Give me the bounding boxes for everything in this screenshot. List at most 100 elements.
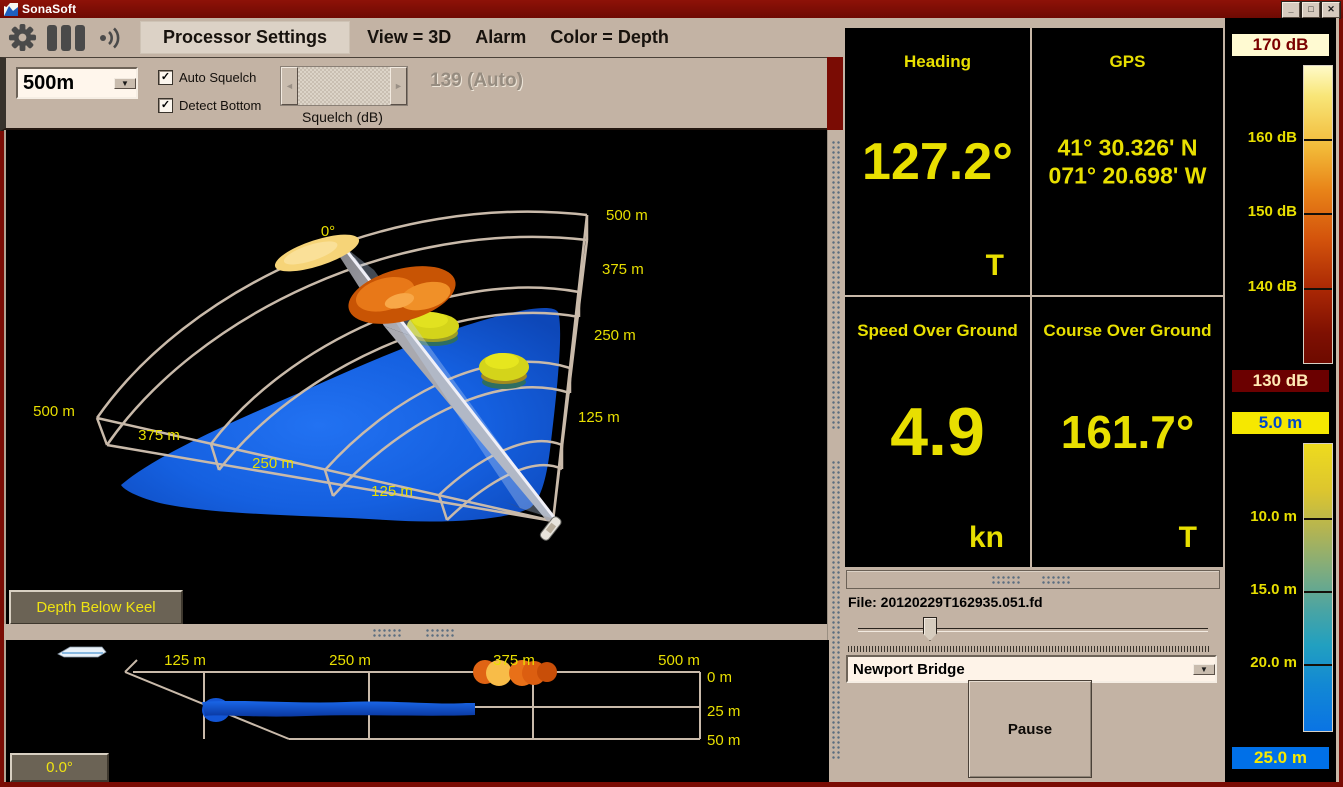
color-scales-panel: 170 dB 160 dB 150 dB 140 dB 130 dB 5.0 m… xyxy=(1225,18,1339,782)
depth-tick-mark xyxy=(1304,518,1332,520)
transmit-icon[interactable] xyxy=(99,27,125,49)
profile-surface-targets xyxy=(473,660,557,686)
chevron-down-icon[interactable]: ▼ xyxy=(114,77,136,89)
ownship-profile-icon xyxy=(57,646,107,658)
title-bar[interactable]: SonaSoft _ □ ✕ xyxy=(0,0,1343,19)
vertical-splitter[interactable] xyxy=(827,130,844,782)
heading-display: Heading 127.2° T xyxy=(845,28,1030,295)
playback-slider-track[interactable] xyxy=(858,628,1208,632)
auto-squelch-checkbox[interactable]: ✓ xyxy=(158,70,173,85)
detect-bottom-label: Detect Bottom xyxy=(179,98,262,113)
profile-range-375: 375 m xyxy=(493,652,535,669)
depth-max-label: 25.0 m xyxy=(1232,747,1329,769)
cog-title: Course Over Ground xyxy=(1043,321,1212,340)
depth-tick-10: 10.0 m xyxy=(1250,508,1297,525)
auto-squelch-row: ✓ Auto Squelch xyxy=(158,70,256,85)
surface-target-orange xyxy=(348,266,456,324)
depth-tick-mark xyxy=(1304,591,1332,593)
splitter-grip-dots[interactable] xyxy=(1041,575,1072,584)
ownship-icon xyxy=(539,516,562,541)
profile-range-125: 125 m xyxy=(164,652,206,669)
location-select-value: Newport Bridge xyxy=(853,660,965,678)
bottom-target-2 xyxy=(479,353,529,389)
profile-depth-0: 0 m xyxy=(707,669,732,686)
scroll-left-icon[interactable]: ◄ xyxy=(281,67,298,105)
beam-bars-icon[interactable] xyxy=(45,24,89,52)
auto-squelch-label: Auto Squelch xyxy=(179,70,257,85)
chevron-down-icon[interactable]: ▼ xyxy=(1193,663,1215,675)
depth-min-label: 5.0 m xyxy=(1232,412,1329,434)
depth-tick-15: 15.0 m xyxy=(1250,581,1297,598)
menu-color-mode[interactable]: Color = Depth xyxy=(550,27,669,47)
db-min-label: 130 dB xyxy=(1232,370,1329,392)
db-tick-mark xyxy=(1304,213,1332,215)
range-select[interactable]: 500m ▼ xyxy=(16,67,138,99)
menu-bar: Processor Settings View = 3D Alarm Color… xyxy=(0,18,843,57)
range-label-right-125: 125 m xyxy=(578,409,620,426)
sonar-3d-view[interactable]: 0° 500 m 375 m 250 m 125 m 500 m 375 m 2… xyxy=(4,130,829,625)
location-select[interactable]: Newport Bridge ▼ xyxy=(846,655,1217,683)
cog-display: Course Over Ground 161.7° T xyxy=(1032,297,1223,567)
depth-tick-20: 20.0 m xyxy=(1250,654,1297,671)
bearing-label: 0° xyxy=(321,223,335,240)
splitter-grip-dots[interactable] xyxy=(991,575,1022,584)
squelch-scrollbar[interactable]: ◄ ► xyxy=(280,66,408,106)
close-button[interactable]: ✕ xyxy=(1321,1,1341,19)
squelch-value: 139 (Auto) xyxy=(430,70,523,91)
heading-unit: T xyxy=(985,249,1004,282)
db-max-label: 170 dB xyxy=(1232,34,1329,56)
panel-grip-bar[interactable] xyxy=(846,570,1220,589)
minimize-button[interactable]: _ xyxy=(1281,1,1301,19)
squelch-scrollbar-track[interactable] xyxy=(298,67,390,105)
sog-display: Speed Over Ground 4.9 kn xyxy=(845,297,1030,567)
surface-target-yellow xyxy=(274,234,360,272)
playback-slider-thumb[interactable] xyxy=(923,617,937,641)
profile-2d-view[interactable]: 125 m 250 m 375 m 500 m 0 m 25 m 50 m 0.… xyxy=(4,640,829,782)
maximize-button[interactable]: □ xyxy=(1301,1,1321,19)
range-label-right-375: 375 m xyxy=(602,261,644,278)
range-label-right-250: 250 m xyxy=(594,327,636,344)
splitter-grip-dots[interactable] xyxy=(831,140,841,430)
nav-data-panel: Heading 127.2° T GPS 41° 30.326' N 071° … xyxy=(843,18,1225,782)
db-tick-150: 150 dB xyxy=(1247,203,1297,220)
sog-unit: kn xyxy=(968,521,1004,554)
gps-longitude: 071° 20.698' W xyxy=(1048,162,1207,189)
cog-value: 161.7° xyxy=(1060,406,1195,458)
db-tick-mark xyxy=(1304,288,1332,290)
app-logo-icon xyxy=(4,3,18,16)
bottom-target-1 xyxy=(407,312,459,346)
range-select-value: 500m xyxy=(23,71,75,94)
profile-range-500: 500 m xyxy=(658,652,700,669)
gear-icon[interactable] xyxy=(8,23,37,52)
depth-color-bar xyxy=(1303,443,1333,732)
tilt-angle-button[interactable]: 0.0° xyxy=(10,753,109,782)
sog-title: Speed Over Ground xyxy=(857,321,1018,340)
db-tick-140: 140 dB xyxy=(1247,278,1297,295)
scroll-right-icon[interactable]: ► xyxy=(390,67,407,105)
pause-button[interactable]: Pause xyxy=(968,680,1092,778)
horizontal-splitter[interactable] xyxy=(4,624,827,640)
heading-value: 127.2° xyxy=(862,132,1013,191)
depth-tick-mark xyxy=(1304,664,1332,666)
splitter-grip-dots[interactable] xyxy=(831,460,841,760)
range-label-left-375: 375 m xyxy=(138,427,180,444)
sonar-3d-canvas: 0° 500 m 375 m 250 m 125 m 500 m 375 m 2… xyxy=(33,207,648,541)
gps-latitude: 41° 30.326' N xyxy=(1057,133,1198,160)
squelch-caption: Squelch (dB) xyxy=(302,109,383,125)
heading-title: Heading xyxy=(903,52,972,71)
profile-depth-25: 25 m xyxy=(707,703,740,720)
nav-data-grid: Heading 127.2° T GPS 41° 30.326' N 071° … xyxy=(845,28,1223,567)
menu-alarm[interactable]: Alarm xyxy=(475,27,527,47)
splitter-grip-dots[interactable] xyxy=(372,628,403,637)
splitter-grip-dots[interactable] xyxy=(425,628,456,637)
range-label-left-125: 125 m xyxy=(371,483,413,500)
gps-title: GPS xyxy=(1109,52,1146,71)
profile-range-250: 250 m xyxy=(329,652,371,669)
detect-bottom-row: ✓ Detect Bottom xyxy=(158,98,261,113)
profile-depth-50: 50 m xyxy=(707,732,740,749)
menu-view-mode[interactable]: View = 3D xyxy=(367,27,452,47)
menu-processor-settings[interactable]: Processor Settings xyxy=(141,22,350,53)
settings-panel: 500m ▼ ✓ Auto Squelch ✓ Detect Bottom ◄ … xyxy=(0,57,827,131)
depth-below-keel-button[interactable]: Depth Below Keel xyxy=(9,590,183,625)
detect-bottom-checkbox[interactable]: ✓ xyxy=(158,98,173,113)
